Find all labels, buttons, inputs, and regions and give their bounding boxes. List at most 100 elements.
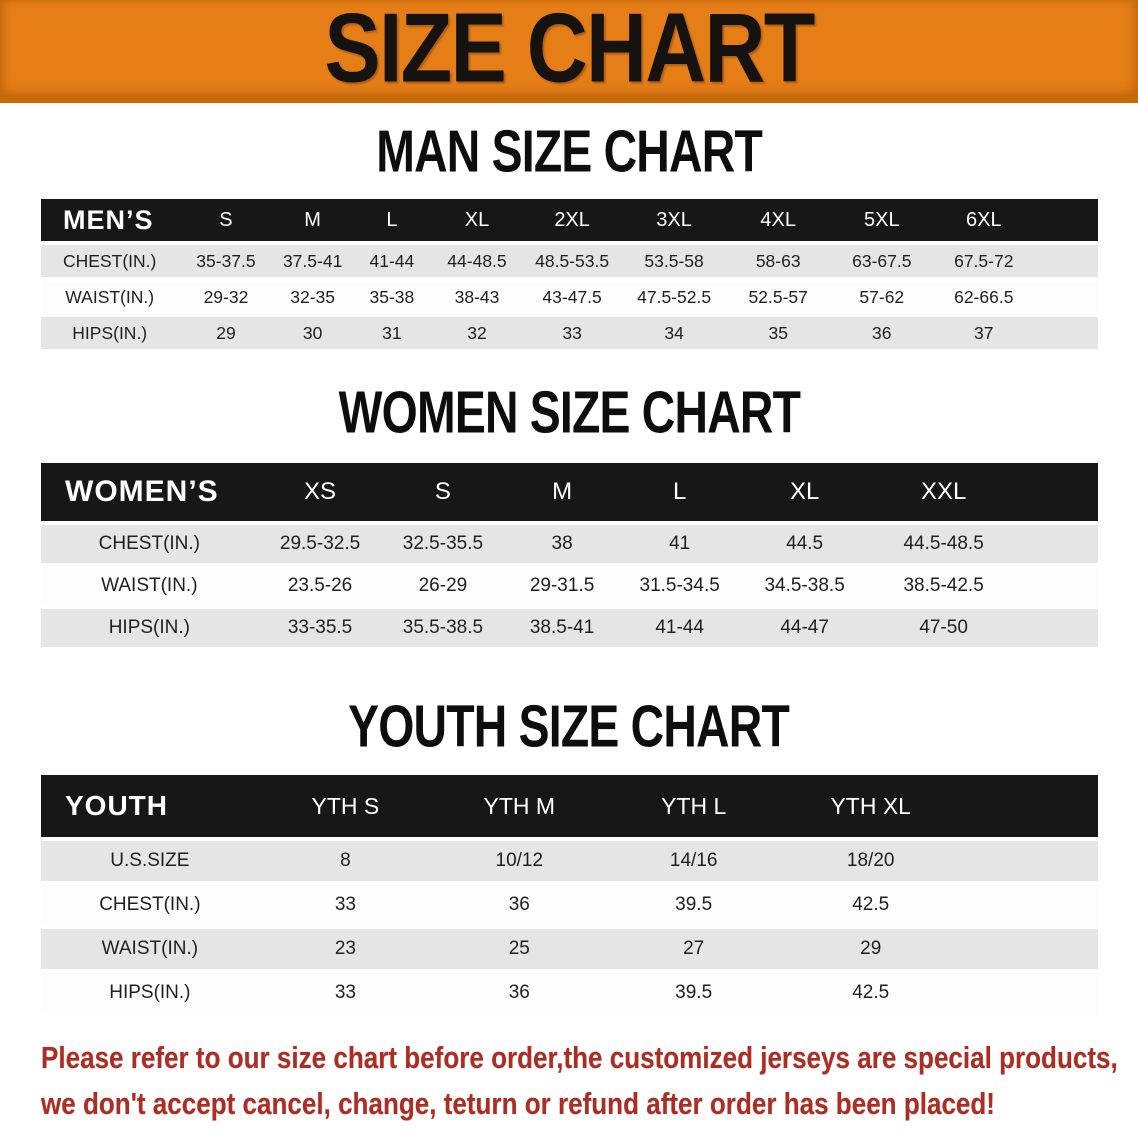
size-column-header: S <box>178 199 274 241</box>
size-value-cell: 44.5 <box>738 525 871 563</box>
row-label: WAIST(IN.) <box>41 929 259 969</box>
row-filler-cell <box>960 841 1098 881</box>
size-value-cell: 23.5-26 <box>257 567 383 605</box>
header-filler-cell <box>1034 199 1098 241</box>
size-value-cell: 29-31.5 <box>503 567 621 605</box>
size-value-cell: 33-35.5 <box>257 609 383 647</box>
size-value-cell: 41-44 <box>620 609 739 647</box>
size-value-cell: 31 <box>351 317 433 349</box>
size-value-cell: 32 <box>432 317 522 349</box>
size-value-cell: 29 <box>780 929 961 969</box>
size-value-cell: 32.5-35.5 <box>382 525 504 563</box>
size-value-cell: 38.5-42.5 <box>870 567 1017 605</box>
size-value-cell: 25 <box>432 929 607 969</box>
youth-size-table: YOUTH YTH S YTH M YTH L YTH XL U.S.SIZE 8 10/12… <box>41 771 1098 1017</box>
size-value-cell: 38 <box>503 525 621 563</box>
size-column-header: YTH L <box>606 775 781 837</box>
table-row: CHEST(IN.) 33 36 39.5 42.5 <box>41 885 1098 925</box>
size-value-cell: 35-37.5 <box>178 245 274 277</box>
size-chart-banner: SIZE CHART <box>0 0 1138 103</box>
row-filler-cell <box>1016 525 1098 563</box>
size-column-header: YTH M <box>432 775 607 837</box>
size-value-cell: 29.5-32.5 <box>257 525 383 563</box>
size-value-cell: 47.5-52.5 <box>622 281 726 313</box>
size-column-header: 2XL <box>521 199 623 241</box>
size-value-cell: 36 <box>432 973 607 1013</box>
size-value-cell: 37 <box>933 317 1035 349</box>
size-value-cell: 41-44 <box>351 245 433 277</box>
row-filler-cell <box>1034 245 1098 277</box>
size-value-cell: 39.5 <box>606 885 781 925</box>
size-value-cell: 30 <box>273 317 352 349</box>
row-label: U.S.SIZE <box>41 841 259 881</box>
size-value-cell: 31.5-34.5 <box>620 567 739 605</box>
size-value-cell: 33 <box>258 973 433 1013</box>
size-value-cell: 42.5 <box>780 973 961 1013</box>
size-value-cell: 37.5-41 <box>273 245 352 277</box>
size-value-cell: 62-66.5 <box>933 281 1035 313</box>
row-filler-cell <box>1034 317 1098 349</box>
row-label: HIPS(IN.) <box>41 317 179 349</box>
size-value-cell: 36 <box>830 317 934 349</box>
size-value-cell: 42.5 <box>780 885 961 925</box>
size-value-cell: 52.5-57 <box>725 281 831 313</box>
size-value-cell: 33 <box>521 317 623 349</box>
table-row: WAIST(IN.) 23 25 27 29 <box>41 929 1098 969</box>
header-filler-cell <box>960 775 1098 837</box>
men-section-heading: MAN SIZE CHART <box>376 118 763 185</box>
size-value-cell: 26-29 <box>382 567 504 605</box>
size-value-cell: 57-62 <box>830 281 934 313</box>
size-value-cell: 63-67.5 <box>830 245 934 277</box>
size-column-header: 3XL <box>622 199 726 241</box>
size-value-cell: 14/16 <box>606 841 781 881</box>
size-value-cell: 35 <box>725 317 831 349</box>
row-label: WAIST(IN.) <box>41 281 179 313</box>
table-row: HIPS(IN.) 29 30 31 32 33 34 35 36 37 <box>41 317 1098 349</box>
disclaimer-line: Please refer to our size chart before or… <box>41 1040 1118 1075</box>
size-column-header: XS <box>257 463 383 521</box>
size-column-header: M <box>503 463 621 521</box>
size-value-cell: 44.5-48.5 <box>870 525 1017 563</box>
size-value-cell: 44-48.5 <box>432 245 522 277</box>
size-column-header: L <box>620 463 739 521</box>
header-filler-cell <box>1016 463 1098 521</box>
size-value-cell: 29-32 <box>178 281 274 313</box>
order-disclaimer: Please refer to our size chart before or… <box>41 1035 1138 1127</box>
size-column-header: 4XL <box>725 199 831 241</box>
size-value-cell: 58-63 <box>725 245 831 277</box>
page-title: SIZE CHART <box>324 0 815 103</box>
size-column-header: YTH XL <box>780 775 961 837</box>
size-value-cell: 35.5-38.5 <box>382 609 504 647</box>
size-value-cell: 34 <box>622 317 726 349</box>
size-column-header: S <box>382 463 504 521</box>
size-value-cell: 48.5-53.5 <box>521 245 623 277</box>
size-value-cell: 38-43 <box>432 281 522 313</box>
size-column-header: YTH S <box>258 775 433 837</box>
size-value-cell: 43-47.5 <box>521 281 623 313</box>
disclaimer-line: we don't accept cancel, change, teturn o… <box>41 1086 995 1121</box>
table-row: HIPS(IN.) 33 36 39.5 42.5 <box>41 973 1098 1013</box>
size-column-header: XL <box>738 463 871 521</box>
size-value-cell: 33 <box>258 885 433 925</box>
men-size-table: MEN’S S M L XL 2XL 3XL 4XL 5XL 6XL CHEST(IN.) 35-37… <box>41 195 1098 353</box>
size-value-cell: 47-50 <box>870 609 1017 647</box>
size-value-cell: 38.5-41 <box>503 609 621 647</box>
row-filler-cell <box>960 973 1098 1013</box>
row-label: CHEST(IN.) <box>41 245 179 277</box>
row-filler-cell <box>1016 567 1098 605</box>
size-value-cell: 10/12 <box>432 841 607 881</box>
women-section-heading: WOMEN SIZE CHART <box>338 379 800 446</box>
table-row: U.S.SIZE 8 10/12 14/16 18/20 <box>41 841 1098 881</box>
size-column-header: M <box>273 199 352 241</box>
size-value-cell: 36 <box>432 885 607 925</box>
youth-section-heading: YOUTH SIZE CHART <box>348 693 791 760</box>
size-value-cell: 41 <box>620 525 739 563</box>
row-label: HIPS(IN.) <box>41 609 258 647</box>
size-value-cell: 34.5-38.5 <box>738 567 871 605</box>
size-column-header: L <box>351 199 433 241</box>
size-column-header: 5XL <box>830 199 934 241</box>
table-corner-label: YOUTH <box>41 775 259 837</box>
size-value-cell: 18/20 <box>780 841 961 881</box>
table-row: WAIST(IN.) 23.5-26 26-29 29-31.5 31.5-34.5 34… <box>41 567 1098 605</box>
row-label: HIPS(IN.) <box>41 973 259 1013</box>
